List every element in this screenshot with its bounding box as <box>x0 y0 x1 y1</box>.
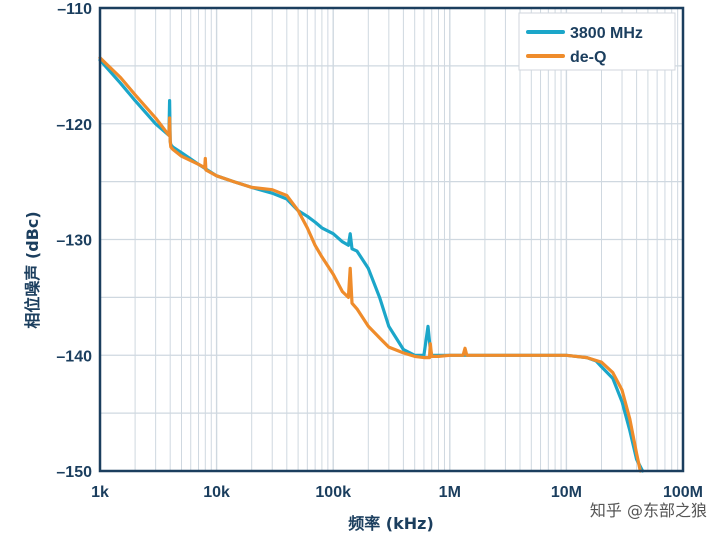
legend-label-deq: de-Q <box>570 49 606 66</box>
y-tick-label: –120 <box>56 117 92 134</box>
y-axis-title: 相位噪声 (dBc) <box>23 211 42 328</box>
x-tick-label: 10k <box>203 484 230 501</box>
series-line-deq <box>98 56 642 473</box>
x-tick-label: 10M <box>551 484 582 501</box>
grid <box>100 8 683 471</box>
x-axis-title: 频率 (kHz) <box>348 514 434 533</box>
legend-box <box>518 12 676 71</box>
x-tick-label: 100M <box>663 484 703 501</box>
watermark-text: 知乎 @东部之狼 <box>590 501 707 520</box>
y-tick-label: –150 <box>56 464 92 481</box>
y-tick-label: –110 <box>57 1 92 18</box>
y-tick-labels: –110 –120 –130 –140 –150 <box>56 1 92 481</box>
legend-label-3800mhz: 3800 MHz <box>570 25 643 42</box>
y-tick-label: –140 <box>56 348 92 365</box>
plot-frame <box>98 6 685 473</box>
legend: 3800 MHz de-Q <box>518 12 676 71</box>
x-tick-label: 100k <box>315 484 351 501</box>
series-lines <box>98 56 645 473</box>
x-tick-label: 1k <box>91 484 109 501</box>
x-tick-labels: 1k 10k 100k 1M 10M 100M <box>91 484 703 501</box>
y-tick-label: –130 <box>56 233 92 250</box>
x-tick-label: 1M <box>439 484 461 501</box>
